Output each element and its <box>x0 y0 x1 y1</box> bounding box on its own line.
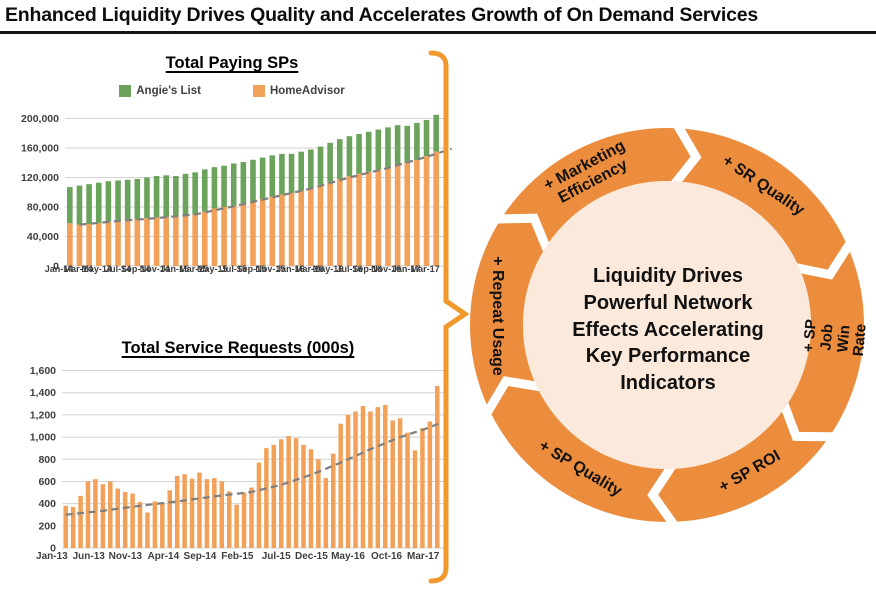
svg-text:0: 0 <box>53 261 59 273</box>
svg-text:Nov-16: Nov-16 <box>371 264 401 274</box>
svg-text:600: 600 <box>38 476 56 488</box>
svg-text:1,200: 1,200 <box>30 409 56 421</box>
svg-text:Jan-13: Jan-13 <box>36 551 68 562</box>
svg-text:Sep-15: Sep-15 <box>237 264 267 274</box>
svg-text:Oct-16: Oct-16 <box>371 551 403 562</box>
svg-text:Jul-15: Jul-15 <box>221 264 247 274</box>
svg-text:Feb-15: Feb-15 <box>221 551 254 562</box>
svg-text:160,000: 160,000 <box>21 143 59 155</box>
svg-text:Jan-15: Jan-15 <box>160 264 189 274</box>
svg-text:Dec-15: Dec-15 <box>295 551 328 562</box>
legend-label-homeadvisor: HomeAdvisor <box>269 85 345 97</box>
svg-text:Sep-14: Sep-14 <box>184 551 217 562</box>
slide-title: Enhanced Liquidity Drives Quality and Ac… <box>5 4 759 26</box>
svg-text:120,000: 120,000 <box>21 172 59 184</box>
svg-text:1,600: 1,600 <box>30 365 56 377</box>
svg-text:Sep-16: Sep-16 <box>352 264 382 274</box>
svg-text:Jul-15: Jul-15 <box>262 551 291 562</box>
svg-text:Nov-13: Nov-13 <box>109 551 143 562</box>
svg-text:May-16: May-16 <box>313 264 344 274</box>
svg-text:May-15: May-15 <box>197 264 228 274</box>
svg-text:1,400: 1,400 <box>30 387 56 399</box>
svg-text:Mar-14: Mar-14 <box>64 264 93 274</box>
svg-text:Mar-17: Mar-17 <box>407 551 440 562</box>
svg-text:40,000: 40,000 <box>27 231 59 243</box>
title-underline <box>0 31 876 34</box>
svg-text:Jan-16: Jan-16 <box>276 264 305 274</box>
svg-text:Nov-15: Nov-15 <box>255 264 285 274</box>
svg-text:Nov-14: Nov-14 <box>140 264 170 274</box>
svg-text:Mar-15: Mar-15 <box>179 264 208 274</box>
legend-swatch-angies-list <box>119 85 132 97</box>
svg-text:Jul-14: Jul-14 <box>105 264 131 274</box>
svg-text:400: 400 <box>38 498 56 510</box>
chart-title-total-service-requests: Total Service Requests (000s) <box>121 339 355 357</box>
svg-text:May-14: May-14 <box>81 264 112 274</box>
svg-text:200,000: 200,000 <box>21 113 59 125</box>
legend-item-homeadvisor: HomeAdvisor <box>252 85 345 97</box>
svg-text:Jan-14: Jan-14 <box>45 264 74 274</box>
svg-text:80,000: 80,000 <box>27 202 59 214</box>
svg-text:200: 200 <box>38 520 56 532</box>
svg-text:0: 0 <box>50 543 56 555</box>
svg-text:Apr-14: Apr-14 <box>147 551 179 562</box>
chart-title-total-paying-sps: Total Paying SPs <box>165 54 299 72</box>
svg-text:May-16: May-16 <box>331 551 365 562</box>
svg-text:1,000: 1,000 <box>30 432 56 444</box>
legend-item-angies-list: Angie's List <box>119 85 201 97</box>
svg-text:Jun-13: Jun-13 <box>73 551 106 562</box>
svg-text:Jul-16: Jul-16 <box>337 264 363 274</box>
svg-text:Sep-14: Sep-14 <box>121 264 151 274</box>
svg-text:Jan-17: Jan-17 <box>392 264 421 274</box>
legend-label-angies-list: Angie's List <box>136 85 201 97</box>
svg-text:Mar-16: Mar-16 <box>295 264 324 274</box>
ring-center-text: Liquidity Drives Powerful Network Effect… <box>572 265 764 395</box>
legend-swatch-homeadvisor <box>252 85 265 97</box>
svg-text:Mar-17: Mar-17 <box>411 264 440 274</box>
chart-legend: Angie's List HomeAdvisor <box>0 85 464 97</box>
ring-label-repeat-usage: + Repeat Usage <box>488 256 506 376</box>
svg-text:800: 800 <box>38 454 56 466</box>
